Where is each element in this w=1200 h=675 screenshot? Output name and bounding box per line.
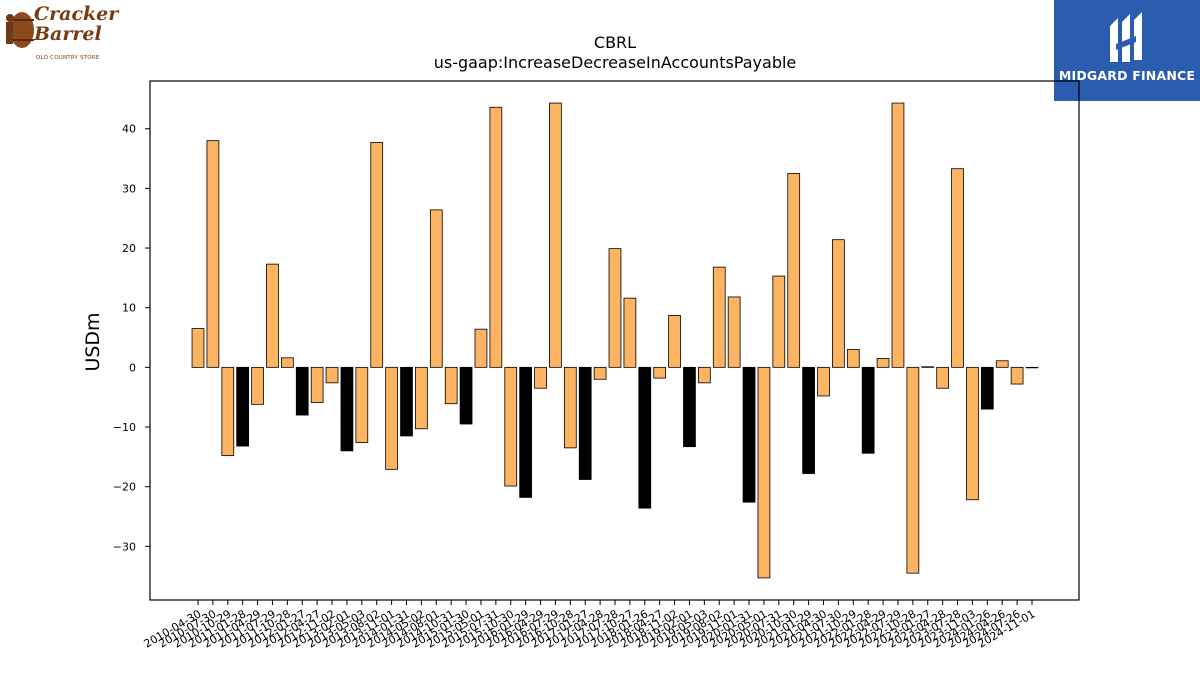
bar — [832, 239, 845, 368]
plot-frame — [149, 80, 1080, 601]
y-tick-label: 20 — [122, 242, 136, 255]
bar — [400, 366, 413, 437]
y-tick-label: 30 — [122, 182, 136, 195]
bar — [906, 366, 920, 574]
bar — [206, 140, 220, 368]
bar — [623, 297, 637, 368]
bar — [236, 366, 250, 447]
bar — [891, 102, 905, 368]
bar — [1010, 366, 1024, 385]
bar — [1025, 366, 1039, 369]
bar — [876, 357, 890, 368]
x-axis: 2010-04-302010-07-302010-10-292011-01-28… — [142, 600, 1038, 651]
bar — [698, 366, 711, 384]
bar — [295, 366, 309, 416]
bar — [742, 366, 756, 503]
brand-tagline: OLD COUNTRY STORE — [36, 55, 100, 61]
bar — [459, 366, 473, 425]
brand-name: Cracker Barrel — [34, 3, 119, 45]
bar — [683, 366, 696, 448]
bar — [444, 366, 458, 405]
midgard-logo-icon — [1110, 12, 1142, 62]
bar — [757, 366, 771, 579]
y-tick-label: −20 — [113, 481, 136, 494]
bar — [221, 366, 235, 457]
bar — [861, 366, 875, 454]
y-tick-label: 0 — [129, 361, 136, 374]
bar — [266, 263, 279, 368]
cracker-barrel-logo: Cracker Barrel OLD COUNTRY STORE — [4, 4, 120, 66]
barrel-icon — [6, 12, 34, 48]
bar — [340, 366, 354, 452]
bar — [251, 366, 264, 405]
bar — [415, 366, 428, 430]
bar — [966, 366, 979, 501]
bars-group — [191, 102, 1039, 579]
bar — [846, 349, 860, 368]
bar — [995, 360, 1009, 368]
bar — [578, 366, 592, 480]
bar — [549, 102, 562, 368]
y-tick-label: 10 — [122, 302, 136, 315]
midgard-finance-logo: MIDGARD FINANCE — [1054, 0, 1200, 101]
y-tick-label: −10 — [113, 421, 136, 434]
bar — [638, 366, 652, 509]
chart-subtitle: us-gaap:IncreaseDecreaseInAccountsPayabl… — [434, 53, 797, 72]
bar — [712, 266, 726, 368]
brand-name: MIDGARD FINANCE — [1058, 68, 1196, 83]
y-tick-label: 40 — [122, 123, 136, 136]
bar — [504, 366, 518, 487]
bar — [921, 366, 935, 368]
bar — [608, 248, 622, 368]
bar — [385, 366, 398, 470]
bar — [534, 366, 547, 389]
bar — [593, 366, 607, 380]
bar — [668, 315, 681, 368]
bar — [370, 142, 384, 368]
bar — [727, 296, 741, 368]
bar — [429, 209, 443, 368]
bar — [280, 357, 294, 368]
bar — [563, 366, 577, 449]
bar — [325, 366, 339, 384]
bar — [474, 328, 488, 368]
bar — [489, 106, 503, 368]
y-axis-label: USDm — [82, 312, 104, 371]
bar — [519, 366, 533, 498]
y-axis: −30 −20 −10 0 10 20 30 40 — [113, 123, 150, 553]
bar — [653, 366, 667, 379]
bar — [802, 366, 815, 474]
bar — [772, 275, 786, 368]
chart-title: CBRL — [594, 33, 636, 52]
bar — [355, 366, 369, 443]
bar — [191, 328, 205, 368]
bar — [951, 168, 964, 368]
y-tick-label: −30 — [113, 540, 136, 553]
bar — [817, 366, 830, 397]
bar — [310, 366, 324, 403]
bar — [936, 366, 950, 389]
bar — [980, 366, 994, 410]
bar — [787, 173, 801, 368]
